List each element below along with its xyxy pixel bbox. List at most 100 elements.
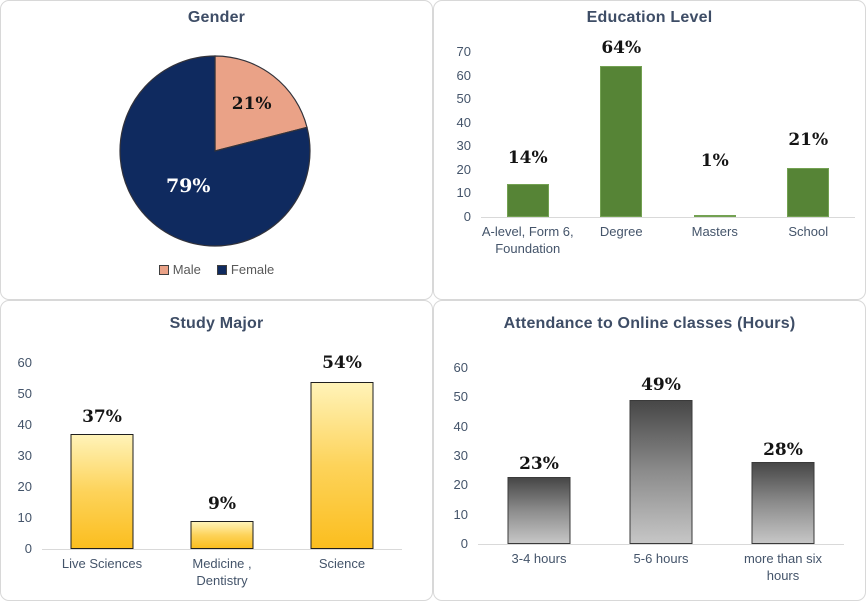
y-axis-tick-label: 0 — [24, 541, 32, 556]
bar — [507, 476, 571, 544]
y-axis-tick-label: 50 — [453, 389, 468, 405]
y-axis-tick-label: 40 — [453, 418, 468, 434]
y-axis-tick-label: 10 — [456, 185, 471, 201]
legend-label: Female — [230, 262, 275, 277]
pie-slice-label: 21% — [231, 93, 272, 114]
bar-slot: 64% — [575, 38, 669, 217]
attendance-bar-chart-card: Attendance to Online classes (Hours) 0 10… — [433, 300, 866, 601]
y-axis-tick-label: 70 — [456, 44, 471, 59]
x-axis-category-label: A-level, Form 6, Foundation — [481, 224, 575, 258]
y-axis-tick-label: 60 — [456, 67, 471, 83]
y-axis-tick-label: 0 — [463, 209, 471, 224]
y-axis-tick-label: 20 — [17, 479, 32, 494]
category-label-text: Degree — [599, 224, 643, 239]
y-axis-tick-label: 60 — [17, 355, 32, 370]
category-label-text: 5-6 hours — [633, 551, 689, 566]
bar — [787, 167, 830, 217]
bar-slot: 37% — [42, 363, 162, 549]
y-axis-tick-label: 20 — [456, 161, 471, 177]
category-label-text: Medicine , Dentistry — [192, 556, 252, 588]
y-axis-tick-label: 30 — [453, 448, 468, 463]
bar — [600, 66, 643, 217]
y-axis-tick-label: 50 — [456, 91, 471, 107]
x-axis-category-labels: A-level, Form 6, Foundation Degree Masters… — [481, 224, 855, 258]
category-label-text: 3-4 hours — [511, 551, 567, 566]
category-label-text: Live Sciences — [61, 556, 143, 571]
bar — [190, 521, 254, 549]
category-label-text: Science — [318, 556, 366, 571]
y-axis-tick-label: 30 — [17, 448, 32, 463]
x-axis-category-label: Masters — [668, 224, 762, 258]
plot-area: 14% 64% 1% 21% — [481, 38, 856, 217]
study-major-bar-chart-card: Study Major 0 10 20 30 40 50 60 37% 9% 54% Live Sc… — [0, 300, 433, 601]
x-axis-category-label: School — [762, 224, 856, 258]
y-axis-tick-label: 30 — [456, 138, 471, 154]
x-axis-category-label: more than six hours — [722, 551, 844, 585]
x-axis-category-label: 3-4 hours — [478, 551, 600, 585]
y-axis-tick-label: 50 — [17, 386, 32, 401]
education-bar-chart-card: Education Level 0 10 20 30 40 50 60 70 14% 64% 1% 2… — [433, 0, 866, 300]
bar — [506, 184, 549, 217]
x-axis-category-label: Medicine , Dentistry — [162, 556, 282, 590]
bar — [310, 381, 374, 549]
y-axis-tick-label: 40 — [456, 114, 471, 130]
attendance-chart-title: Attendance to Online classes (Hours) — [503, 315, 796, 332]
bar-data-label: 9% — [208, 494, 236, 515]
x-axis-line — [42, 549, 402, 550]
y-axis-tick-label: 0 — [460, 536, 468, 551]
bar-data-label: 54% — [322, 352, 362, 373]
plot-area: 37% 9% 54% — [42, 353, 402, 549]
x-axis-category-label: 5-6 hours — [600, 551, 722, 585]
x-axis-category-label: Live Sciences — [42, 556, 162, 590]
bar-slot: 54% — [282, 353, 402, 549]
y-axis-tick-label: 10 — [453, 506, 468, 522]
bar-slot: 23% — [478, 368, 600, 544]
y-axis-tick-label: 40 — [17, 417, 32, 432]
bar-slot: 49% — [600, 368, 722, 544]
x-axis-category-label: Degree — [575, 224, 669, 258]
bar-data-label: 49% — [641, 375, 681, 396]
x-axis-category-label: Science — [282, 556, 402, 590]
bar — [70, 434, 134, 549]
category-label-text: School — [788, 224, 829, 239]
pie-legend: Male Female — [1, 262, 432, 277]
bar-slot: 14% — [481, 52, 575, 217]
bar-data-label: 28% — [763, 439, 803, 460]
category-label-text: Masters — [691, 224, 738, 239]
bar-slot: 21% — [762, 52, 856, 217]
bar — [629, 400, 693, 544]
bar-data-label: 14% — [507, 148, 548, 168]
x-axis-line — [478, 544, 844, 545]
pie-svg — [119, 55, 311, 247]
legend-label: Male — [172, 262, 201, 277]
bar — [693, 214, 736, 217]
category-label-text: more than six hours — [743, 551, 823, 583]
gender-chart-title: Gender — [187, 9, 246, 26]
pie-slice-label: 79% — [165, 174, 211, 197]
bar-data-label: 23% — [519, 453, 559, 474]
bar-data-label: 37% — [82, 407, 122, 428]
bar — [751, 461, 815, 544]
x-axis-line — [481, 217, 855, 218]
y-axis-tick-label: 10 — [17, 510, 32, 525]
bar-slot: 1% — [668, 52, 762, 217]
bar-data-label: 64% — [601, 38, 642, 59]
attendance-bar-chart: 0 10 20 30 40 50 60 23% 49% 28% 3-4 hours 5-6 hours… — [434, 301, 865, 600]
study-major-chart-title: Study Major — [169, 315, 264, 332]
legend-swatch — [158, 264, 169, 275]
plot-area: 23% 49% 28% — [478, 368, 844, 544]
education-bar-chart: 0 10 20 30 40 50 60 70 14% 64% 1% 21% A-level, Form … — [434, 1, 865, 299]
x-axis-category-labels: Live Sciences Medicine , Dentistry Science — [42, 556, 402, 590]
x-axis-category-labels: 3-4 hours 5-6 hours more than six hours — [478, 551, 844, 585]
pie-slice-male — [214, 55, 308, 152]
bar-slot: 9% — [162, 363, 282, 549]
legend-item-male: Male — [158, 262, 201, 277]
category-label-text: A-level, Form 6, Foundation — [481, 224, 574, 256]
bar-data-label: 1% — [700, 150, 729, 171]
y-axis-tick-label: 20 — [453, 477, 468, 493]
gender-pie-chart-card: Gender 21% 79% Male Female — [0, 0, 433, 300]
y-axis-tick-label: 60 — [453, 360, 468, 375]
education-chart-title: Education Level — [586, 9, 713, 26]
bar-slot: 28% — [722, 368, 844, 544]
